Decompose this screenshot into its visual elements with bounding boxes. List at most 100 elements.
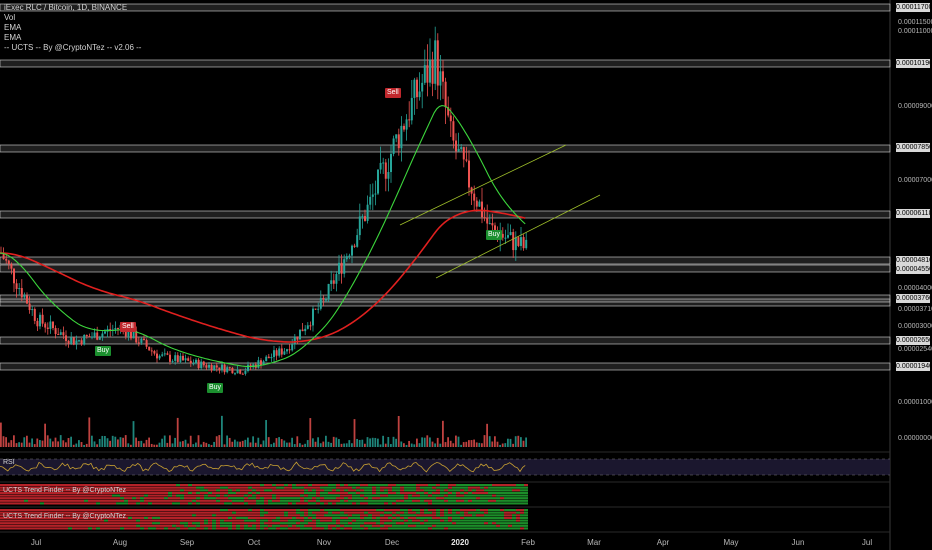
trend-finder-cell bbox=[436, 509, 440, 512]
trend-finder-cell bbox=[60, 499, 64, 502]
volume-bar bbox=[426, 435, 429, 447]
trend-finder-cell bbox=[72, 489, 76, 492]
trend-finder-cell bbox=[124, 494, 128, 497]
price-tag[interactable]: 0.00001940 bbox=[896, 362, 932, 371]
trend-finder-cell bbox=[232, 499, 236, 502]
trend-finder-cell bbox=[228, 522, 232, 525]
symbol-title[interactable]: iExec RLC / Bitcoin, 1D, BINANCE bbox=[4, 3, 128, 12]
trend-finder-cell bbox=[468, 527, 472, 530]
trend-finder-cell bbox=[124, 497, 128, 500]
trend-finder-cell bbox=[212, 484, 216, 487]
trend-finder-cell bbox=[436, 519, 440, 522]
trend-finder-cell bbox=[4, 491, 8, 494]
price-tag[interactable]: 0.00006118 bbox=[896, 209, 932, 218]
volume-bar bbox=[156, 444, 158, 447]
indicator-ucts[interactable]: -- UCTS -- By @CryptoNTez -- v2.06 -- bbox=[4, 43, 142, 52]
trend-finder-cell bbox=[320, 486, 324, 489]
trend-finder-cell bbox=[292, 494, 296, 497]
trend-finder-cell bbox=[156, 524, 160, 527]
indicator-vol[interactable]: Vol bbox=[4, 13, 16, 22]
trend-finder-cell bbox=[60, 514, 64, 517]
trend-finder-cell bbox=[464, 491, 468, 494]
trend-finder-cell bbox=[20, 516, 24, 519]
trend-finder-1-label[interactable]: UCTS Trend Finder -- By @CryptoNTez bbox=[3, 487, 127, 494]
trend-finder-cell bbox=[188, 491, 192, 494]
trend-finder-cell bbox=[20, 524, 24, 527]
trend-finder-cell bbox=[12, 502, 16, 505]
trend-finder-cell bbox=[440, 499, 444, 502]
trend-finder-cell bbox=[200, 502, 204, 505]
price-tag[interactable]: 0.00011700 bbox=[896, 3, 932, 12]
trend-finder-cell bbox=[224, 502, 228, 505]
rsi-pane-label[interactable]: RSI bbox=[3, 459, 15, 466]
trend-finder-cell bbox=[20, 491, 24, 494]
buy-signal[interactable]: Buy bbox=[207, 383, 224, 393]
trend-finder-cell bbox=[280, 524, 284, 527]
candle-body bbox=[481, 201, 483, 218]
trend-finder-cell bbox=[424, 494, 428, 497]
trend-finder-cell bbox=[276, 484, 280, 487]
trend-finder-cell bbox=[324, 494, 328, 497]
trend-finder-cell bbox=[468, 516, 472, 519]
trend-finder-cell bbox=[32, 502, 36, 505]
price-tag[interactable]: 0.00010190 bbox=[896, 59, 932, 68]
trend-finder-cell bbox=[408, 527, 412, 530]
trend-finder-cell bbox=[44, 497, 48, 500]
price-tag[interactable]: 0.00004810 bbox=[896, 256, 932, 265]
price-tag[interactable]: 0.00002650 bbox=[896, 336, 932, 345]
trend-finder-cell bbox=[508, 516, 512, 519]
sell-signal[interactable]: Sell bbox=[120, 322, 136, 332]
buy-signal[interactable]: Buy bbox=[486, 230, 503, 240]
trend-finder-cell bbox=[304, 486, 308, 489]
volume-bar bbox=[176, 417, 179, 447]
trend-finder-cell bbox=[400, 502, 404, 505]
trend-finder-cell bbox=[24, 502, 28, 505]
trend-finder-cell bbox=[308, 511, 312, 514]
trend-finder-cell bbox=[364, 524, 368, 527]
volume-bar bbox=[171, 443, 174, 447]
candle-body bbox=[215, 365, 218, 368]
trend-finder-cell bbox=[300, 527, 304, 530]
trend-finder-cell bbox=[36, 489, 40, 492]
trend-finder-cell bbox=[324, 519, 328, 522]
trend-finder-cell bbox=[240, 511, 244, 514]
trend-finder-cell bbox=[396, 511, 400, 514]
indicator-ema-2[interactable]: EMA bbox=[4, 33, 22, 42]
volume-bar bbox=[486, 423, 488, 447]
trend-finder-cell bbox=[500, 524, 504, 527]
trend-finder-cell bbox=[84, 511, 88, 514]
price-tag[interactable]: 0.00007850 bbox=[896, 143, 932, 152]
candle-body bbox=[41, 314, 44, 324]
trend-finder-cell bbox=[48, 491, 52, 494]
trend-finder-cell bbox=[68, 516, 72, 519]
volume-bar bbox=[137, 441, 140, 447]
trend-finder-cell bbox=[168, 524, 172, 527]
trend-finder-cell bbox=[176, 499, 180, 502]
trend-finder-cell bbox=[48, 524, 52, 527]
volume-bar bbox=[195, 442, 197, 447]
trend-finder-2-label[interactable]: UCTS Trend Finder -- By @CryptoNTez bbox=[3, 513, 127, 520]
buy-signal[interactable]: Buy bbox=[95, 346, 112, 356]
trend-finder-cell bbox=[8, 511, 12, 514]
trend-finder-cell bbox=[516, 524, 520, 527]
trend-finder-cell bbox=[268, 497, 272, 500]
price-tag[interactable]: 0.00004550 bbox=[896, 265, 932, 274]
volume-bar bbox=[169, 435, 171, 447]
trend-finder-cell bbox=[236, 516, 240, 519]
trend-finder-cell bbox=[40, 502, 44, 505]
trend-finder-cell bbox=[412, 522, 416, 525]
trend-finder-cell bbox=[148, 511, 152, 514]
trend-finder-cell bbox=[172, 486, 176, 489]
trend-finder-cell bbox=[204, 522, 208, 525]
trend-finder-cell bbox=[460, 484, 464, 487]
trend-finder-cell bbox=[376, 484, 380, 487]
indicator-ema-1[interactable]: EMA bbox=[4, 23, 22, 32]
trend-finder-cell bbox=[452, 499, 456, 502]
trend-finder-cell bbox=[60, 502, 64, 505]
trend-finder-cell bbox=[444, 489, 448, 492]
trend-finder-cell bbox=[16, 489, 20, 492]
price-tag[interactable]: 0.00003760 bbox=[896, 294, 932, 303]
sell-signal[interactable]: Sell bbox=[385, 88, 401, 98]
